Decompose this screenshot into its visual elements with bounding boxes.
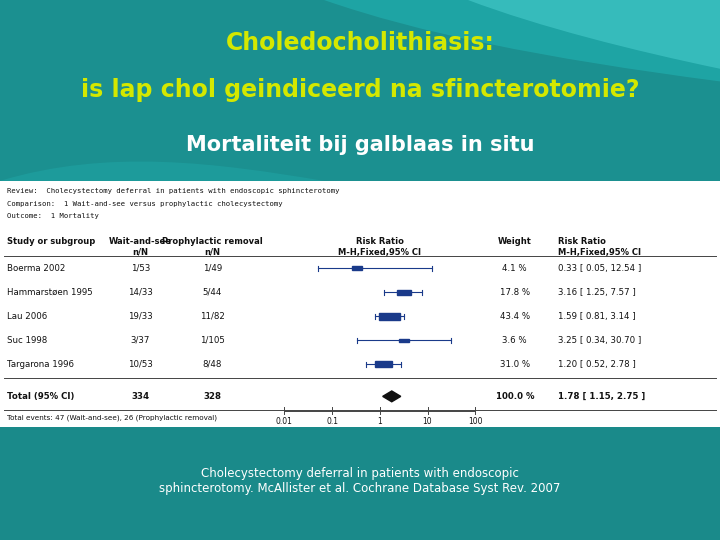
Bar — [374, 361, 392, 368]
Text: Favours wait-and-see: Favours wait-and-see — [269, 427, 351, 436]
Text: Test for overall effect: Z = 2.59 (P = 0.0097): Test for overall effect: Z = 2.59 (P = 0… — [7, 442, 168, 448]
Text: 1.78 [ 1.15, 2.75 ]: 1.78 [ 1.15, 2.75 ] — [558, 392, 645, 401]
Text: 3.6 %: 3.6 % — [503, 336, 527, 345]
Text: 43.4 %: 43.4 % — [500, 312, 530, 321]
Text: 10: 10 — [423, 417, 432, 426]
Text: 31.0 %: 31.0 % — [500, 360, 530, 369]
Text: 19/33: 19/33 — [128, 312, 153, 321]
Text: Risk Ratio
M-H,Fixed,95% CI: Risk Ratio M-H,Fixed,95% CI — [558, 238, 641, 257]
Text: Prophylactic removal
n/N: Prophylactic removal n/N — [162, 238, 263, 257]
Text: Risk Ratio
M-H,Fixed,95% CI: Risk Ratio M-H,Fixed,95% CI — [338, 238, 421, 257]
Text: Boerma 2002: Boerma 2002 — [7, 264, 66, 273]
Text: Comparison:  1 Wait-and-see versus prophylactic cholecystectomy: Comparison: 1 Wait-and-see versus prophy… — [7, 200, 283, 207]
Text: 0.01: 0.01 — [276, 417, 293, 426]
Text: Total events: 47 (Wait-and-see), 26 (Prophylactic removal): Total events: 47 (Wait-and-see), 26 (Pro… — [7, 415, 217, 421]
PathPatch shape — [324, 0, 720, 82]
Text: Choledocholithiasis:: Choledocholithiasis: — [225, 31, 495, 56]
Text: Mortaliteit bij galblaas in situ: Mortaliteit bij galblaas in situ — [186, 134, 534, 155]
Text: 11/82: 11/82 — [200, 312, 225, 321]
Text: Favours removal: Favours removal — [426, 427, 489, 436]
Text: Total (95% CI): Total (95% CI) — [7, 392, 75, 401]
Bar — [399, 339, 410, 342]
Text: 1/49: 1/49 — [203, 264, 222, 273]
Text: 1/53: 1/53 — [131, 264, 150, 273]
Text: Lau 2006: Lau 2006 — [7, 312, 48, 321]
Text: Study or subgroup: Study or subgroup — [7, 238, 96, 246]
Text: 8/48: 8/48 — [203, 360, 222, 369]
Text: Cholecystectomy deferral in patients with endoscopic
sphincterotomy. McAllister : Cholecystectomy deferral in patients wit… — [159, 467, 561, 495]
Text: Targarona 1996: Targarona 1996 — [7, 360, 74, 369]
Text: 5/44: 5/44 — [203, 288, 222, 296]
PathPatch shape — [468, 0, 720, 69]
Text: Wait-and-see
n/N: Wait-and-see n/N — [109, 238, 172, 257]
Text: 1.20 [ 0.52, 2.78 ]: 1.20 [ 0.52, 2.78 ] — [558, 360, 636, 369]
Text: 1.59 [ 0.81, 3.14 ]: 1.59 [ 0.81, 3.14 ] — [558, 312, 636, 321]
Text: Review:  Cholecystectomy deferral in patients with endoscopic sphincterotomy: Review: Cholecystectomy deferral in pati… — [7, 188, 340, 194]
Text: Weight: Weight — [498, 238, 532, 246]
Text: 328: 328 — [203, 392, 222, 401]
Text: 17.8 %: 17.8 % — [500, 288, 530, 296]
Text: 1/105: 1/105 — [200, 336, 225, 345]
Text: 3/37: 3/37 — [131, 336, 150, 345]
Bar — [379, 313, 400, 320]
Text: Heterogeneity: Chi² = 2.59, df = 4 (P = 0.56), I² =0.0%: Heterogeneity: Chi² = 2.59, df = 4 (P = … — [7, 428, 207, 436]
Bar — [397, 290, 410, 295]
Text: 100: 100 — [468, 417, 482, 426]
PathPatch shape — [0, 161, 324, 181]
Text: 334: 334 — [131, 392, 150, 401]
Text: Suc 1998: Suc 1998 — [7, 336, 48, 345]
Polygon shape — [383, 391, 401, 402]
Bar — [351, 266, 362, 270]
Text: 10/53: 10/53 — [128, 360, 153, 369]
Text: 1: 1 — [377, 417, 382, 426]
Text: 3.16 [ 1.25, 7.57 ]: 3.16 [ 1.25, 7.57 ] — [558, 288, 636, 296]
Text: 4.1 %: 4.1 % — [503, 264, 527, 273]
Text: 100.0 %: 100.0 % — [495, 392, 534, 401]
Text: 3.25 [ 0.34, 30.70 ]: 3.25 [ 0.34, 30.70 ] — [558, 336, 642, 345]
Text: 0.33 [ 0.05, 12.54 ]: 0.33 [ 0.05, 12.54 ] — [558, 264, 642, 273]
Text: Outcome:  1 Mortality: Outcome: 1 Mortality — [7, 213, 99, 219]
Text: 14/33: 14/33 — [128, 288, 153, 296]
Text: Hammarstøen 1995: Hammarstøen 1995 — [7, 288, 93, 296]
Text: 0.1: 0.1 — [326, 417, 338, 426]
Text: is lap chol geindiceerd na sfincterotomie?: is lap chol geindiceerd na sfincterotomi… — [81, 78, 639, 103]
